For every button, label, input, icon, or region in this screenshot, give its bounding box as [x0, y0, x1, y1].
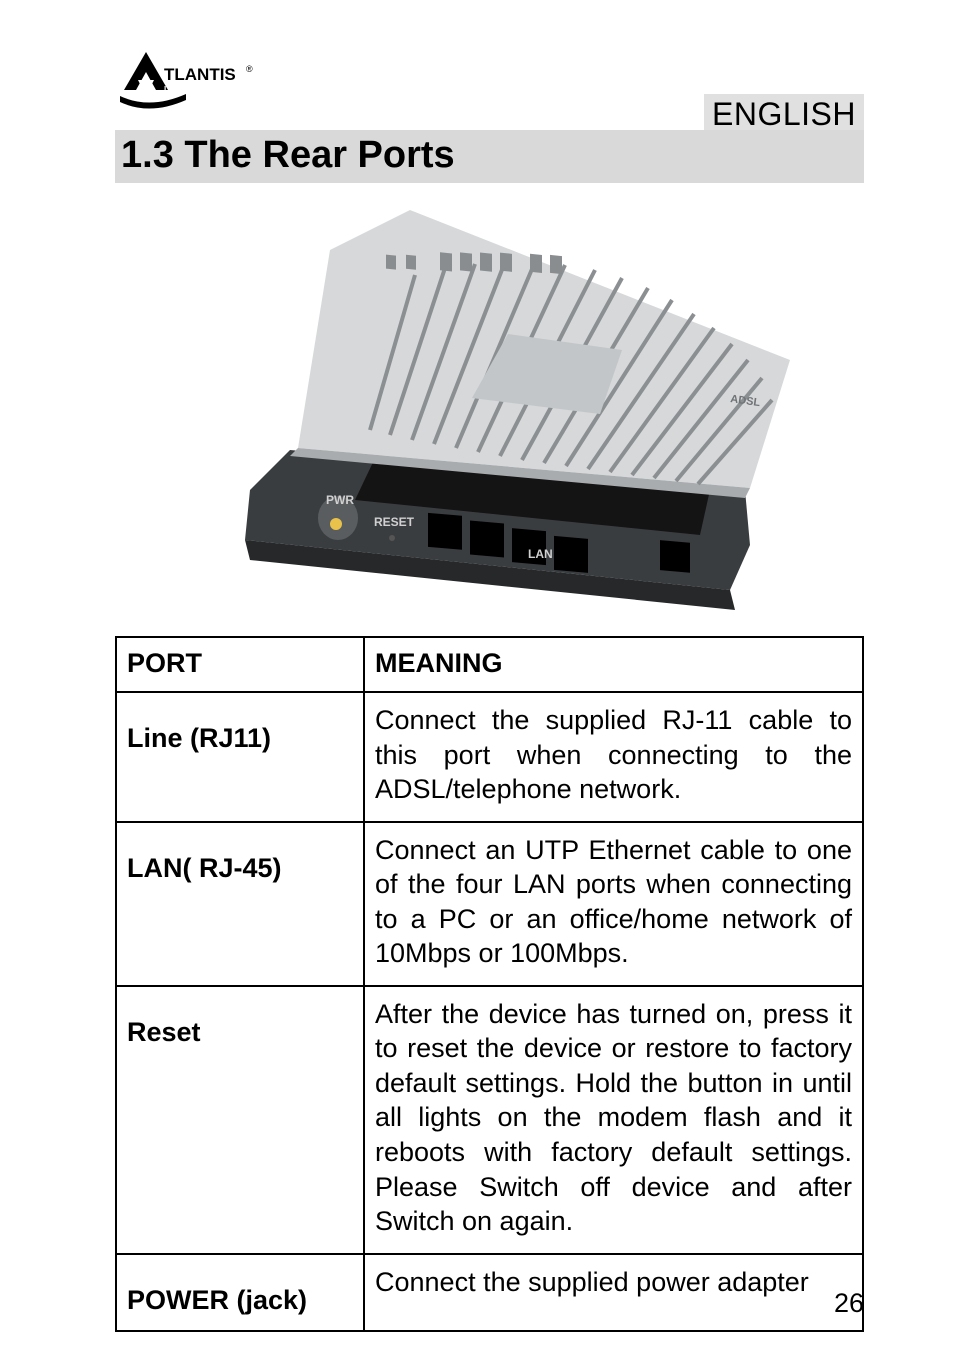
- atlantis-logo-svg: TLANTIS ® LAND: [120, 50, 270, 112]
- port-meaning-lan: Connect an UTP Ethernet cable to one of …: [364, 822, 863, 986]
- port-name-line: Line (RJ11): [116, 692, 364, 822]
- table-header-row: PORT MEANING: [116, 637, 863, 692]
- col-header-meaning: MEANING: [364, 637, 863, 692]
- port-label-pwr: PWR: [326, 493, 354, 507]
- page-number: 26: [834, 1288, 864, 1319]
- language-label: ENGLISH: [712, 96, 856, 132]
- port-label-lan: LAN: [528, 547, 553, 561]
- port-name-reset: Reset: [116, 986, 364, 1254]
- device-rear-figure: PWR RESET LAN: [190, 190, 810, 620]
- section-title-bar: 1.3 The Rear Ports: [115, 130, 864, 183]
- logo-tagline: LAND: [164, 85, 186, 94]
- table-row: POWER (jack) Connect the supplied power …: [116, 1254, 863, 1331]
- section-title: 1.3 The Rear Ports: [121, 134, 455, 176]
- table-row: LAN( RJ-45) Connect an UTP Ethernet cabl…: [116, 822, 863, 986]
- page: TLANTIS ® LAND ENGLISH 1.3 The Rear Port…: [0, 0, 954, 1351]
- brand-logo: TLANTIS ® LAND: [120, 50, 270, 117]
- logo-brand-text: TLANTIS: [164, 65, 236, 84]
- port-meaning-power: Connect the supplied power adapter: [364, 1254, 863, 1331]
- ports-table-wrap: PORT MEANING Line (RJ11) Connect the sup…: [115, 636, 864, 1332]
- port-meaning-reset: After the device has turned on, press it…: [364, 986, 863, 1254]
- table-row: Reset After the device has turned on, pr…: [116, 986, 863, 1254]
- ports-table: PORT MEANING Line (RJ11) Connect the sup…: [115, 636, 864, 1332]
- port-meaning-line: Connect the supplied RJ-11 cable to this…: [364, 692, 863, 822]
- logo-reg-mark: ®: [246, 64, 253, 74]
- router-illustration-svg: PWR RESET LAN: [190, 190, 810, 620]
- port-name-power: POWER (jack): [116, 1254, 364, 1331]
- port-label-reset: RESET: [374, 515, 415, 529]
- table-row: Line (RJ11) Connect the supplied RJ-11 c…: [116, 692, 863, 822]
- port-name-lan: LAN( RJ-45): [116, 822, 364, 986]
- language-label-bar: ENGLISH: [704, 94, 864, 135]
- col-header-port: PORT: [116, 637, 364, 692]
